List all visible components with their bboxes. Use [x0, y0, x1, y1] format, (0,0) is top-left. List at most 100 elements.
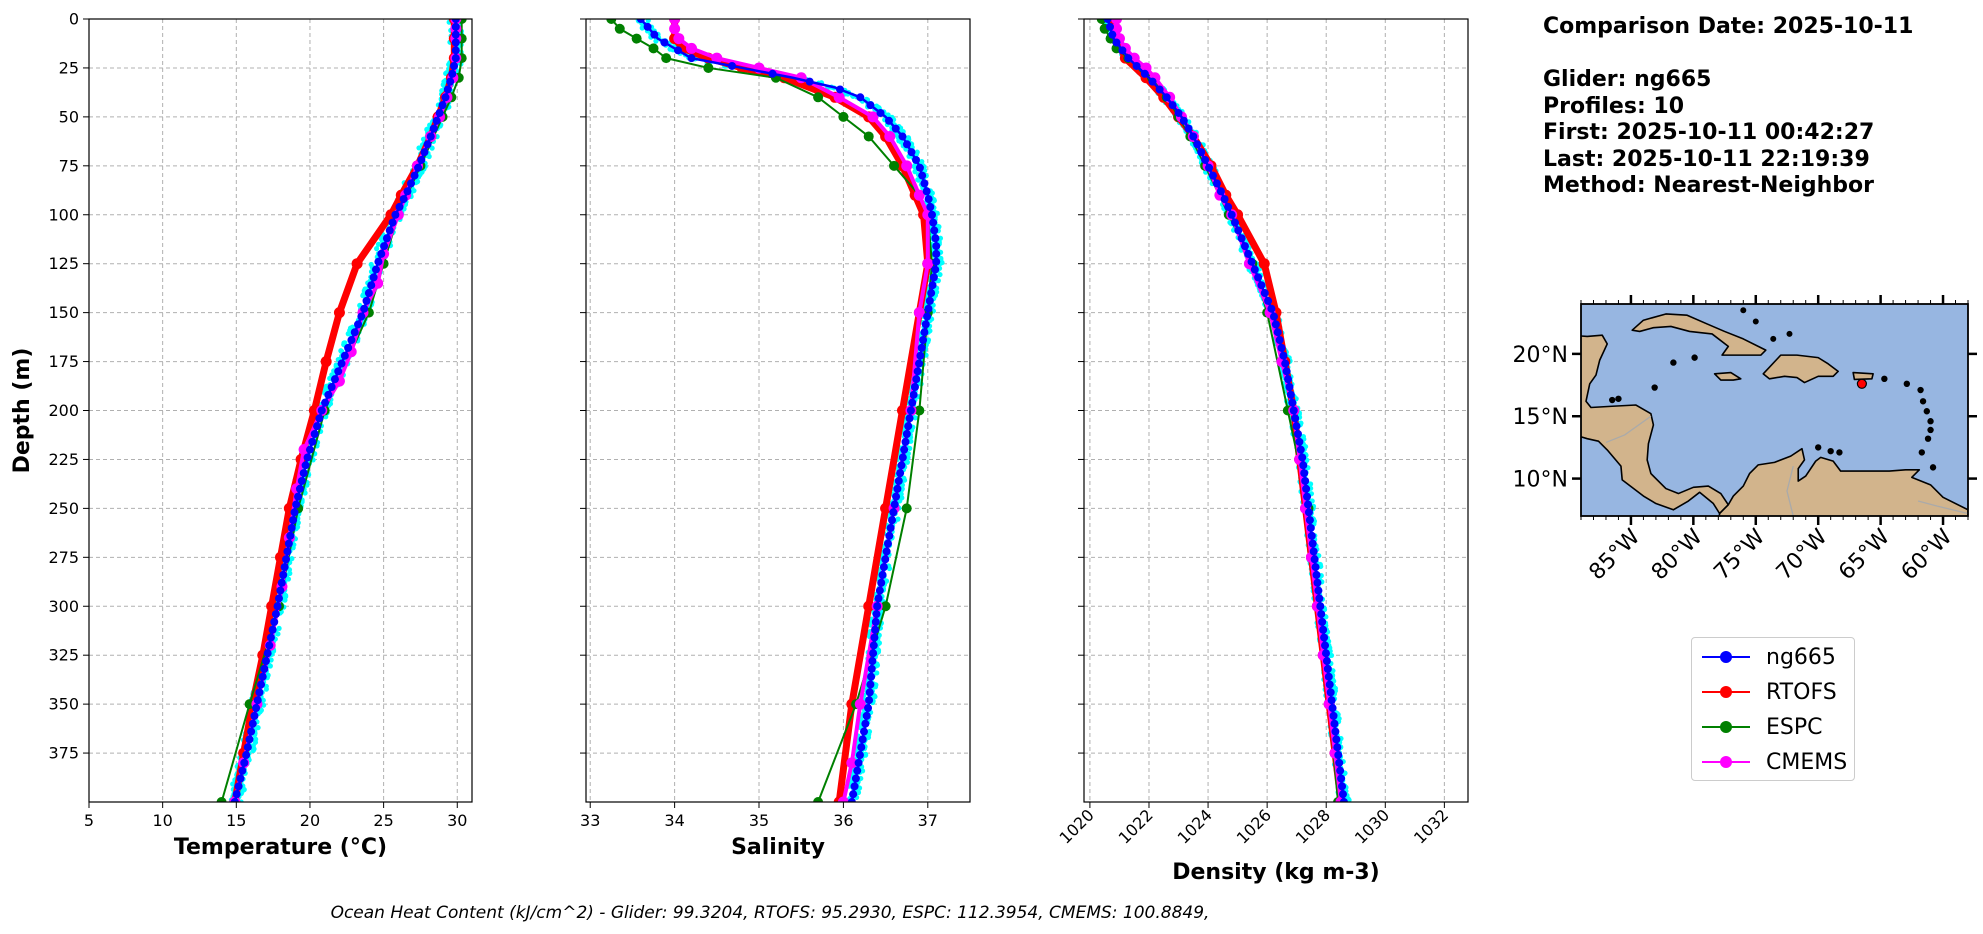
legend-marker-icon — [1700, 752, 1752, 772]
series-point-ng665 — [308, 437, 317, 446]
land-islet — [1923, 408, 1931, 415]
series-point-ng665 — [1298, 453, 1307, 462]
land-bahamas-islet — [1740, 307, 1747, 314]
series-point-ng665 — [1212, 179, 1221, 188]
glider-profile-point — [267, 663, 273, 669]
series-point-ng665 — [1285, 383, 1294, 392]
x-tick-label: 30 — [447, 811, 467, 830]
first-profile-time: First: 2025-10-11 00:42:27 — [1543, 120, 1875, 145]
legend-label: RTOFS — [1766, 679, 1837, 705]
plot-area — [1096, 19, 1352, 802]
land-islet — [1924, 435, 1932, 442]
glider-profile-point — [374, 246, 380, 252]
series-point-ng665 — [1307, 531, 1316, 540]
series-point-ng665 — [865, 688, 874, 697]
series-point-ng665 — [1295, 437, 1304, 446]
y-tick-label: 125 — [48, 254, 79, 273]
glider-profile-point — [416, 145, 422, 151]
land-south-america — [1718, 447, 1968, 516]
series-point-ng665 — [382, 234, 391, 243]
series-point-ng665 — [1316, 602, 1325, 611]
y-tick-label: 225 — [48, 450, 79, 469]
series-point-ng665 — [451, 19, 460, 23]
series-point-ng665 — [862, 711, 871, 720]
series-point-ng665 — [284, 539, 293, 548]
series-point-ng665 — [403, 187, 412, 196]
series-point-ng665 — [438, 101, 447, 110]
map-lat-label: 20°N — [1513, 343, 1568, 368]
series-point-ng665 — [890, 500, 899, 509]
series-point-ng665 — [292, 500, 301, 509]
series-point-ng665 — [851, 774, 860, 783]
series-point-ng665 — [1318, 617, 1327, 626]
land-islet — [1691, 354, 1698, 361]
series-point-ng665 — [916, 351, 925, 360]
series-point-ng665 — [305, 445, 314, 454]
series-point-ng665 — [367, 281, 376, 290]
series-point-ng665 — [334, 367, 343, 376]
series-point-ng665 — [1132, 61, 1141, 70]
map-lat-label: 15°N — [1513, 405, 1568, 430]
series-point-ng665 — [1332, 735, 1341, 744]
land-islet — [1927, 418, 1934, 425]
series-point-ng665 — [904, 422, 913, 431]
series-point-ng665 — [380, 242, 389, 251]
info-block: Comparison Date: 2025-10-11 Glider: ng66… — [1543, 14, 1913, 200]
series-point-ng665 — [377, 249, 386, 258]
series-point-ng665 — [1234, 226, 1243, 235]
series-point-ng665 — [869, 649, 878, 658]
series-point-cmems — [913, 189, 925, 201]
location-map: 10°N 15°N 20°N 85°W 80°W 75°W 70°W 65°W 60°W — [1513, 295, 1977, 585]
glider-profile-point — [1328, 652, 1335, 659]
series-point-ng665 — [451, 46, 460, 55]
series-point-ng665 — [931, 265, 940, 274]
series-point-ng665 — [371, 265, 380, 274]
series-point-ng665 — [931, 234, 940, 243]
series-point-cmems — [901, 160, 913, 172]
series-point-ng665 — [1140, 69, 1149, 78]
series-point-ng665 — [435, 108, 444, 117]
series-point-ng665 — [1333, 743, 1342, 752]
last-profile-time: Last: 2025-10-11 22:19:39 — [1543, 146, 1870, 172]
y-axis-label: Depth (m) — [10, 348, 35, 474]
series-point-ng665 — [324, 390, 333, 399]
series-point-ng665 — [443, 85, 452, 94]
border-line — [1605, 415, 1652, 444]
grid — [586, 19, 970, 802]
y-tick-label: 350 — [48, 695, 79, 714]
series-point-ng665 — [1240, 242, 1249, 251]
series-point-ng665 — [1304, 508, 1313, 517]
y-tick-label: 50 — [59, 107, 79, 126]
series-point-ng665 — [893, 484, 902, 493]
series-point-ng665 — [253, 696, 262, 705]
series-point-ng665 — [1325, 680, 1334, 689]
series-point-ng665 — [1250, 265, 1259, 274]
land-islet — [1814, 444, 1822, 451]
series-point-ng665 — [1311, 563, 1320, 572]
series-point-ng665 — [1330, 719, 1339, 728]
series-point-ng665 — [877, 578, 886, 587]
series-point-ng665 — [912, 375, 921, 384]
series-point-ng665 — [1328, 704, 1337, 713]
series-point-ng665 — [262, 657, 271, 666]
x-tick-label: 35 — [749, 811, 769, 830]
series-ng665 — [1103, 19, 1348, 802]
series-point-cmems — [673, 33, 685, 45]
series-point-ng665 — [362, 296, 371, 305]
x-axis-label: Salinity — [731, 835, 825, 860]
plot-area — [606, 19, 945, 802]
series-point-ng665 — [258, 672, 267, 681]
series-point-ng665 — [847, 798, 856, 802]
glider-profile-point — [907, 445, 913, 451]
legend-marker-icon — [1700, 647, 1752, 667]
series-point-ng665 — [849, 790, 858, 799]
legend-label: CMEMS — [1766, 749, 1848, 775]
map-lat-label: 10°N — [1513, 468, 1568, 493]
legend: ng665 RTOFS ESPC CMEMS — [1691, 637, 1855, 781]
series-point-ng665 — [901, 437, 910, 446]
series-point-ng665 — [1313, 578, 1322, 587]
series-point-ng665 — [369, 273, 378, 282]
series-point-ng665 — [283, 547, 292, 556]
series-point-espc — [614, 23, 625, 34]
series-point-espc — [901, 503, 912, 514]
